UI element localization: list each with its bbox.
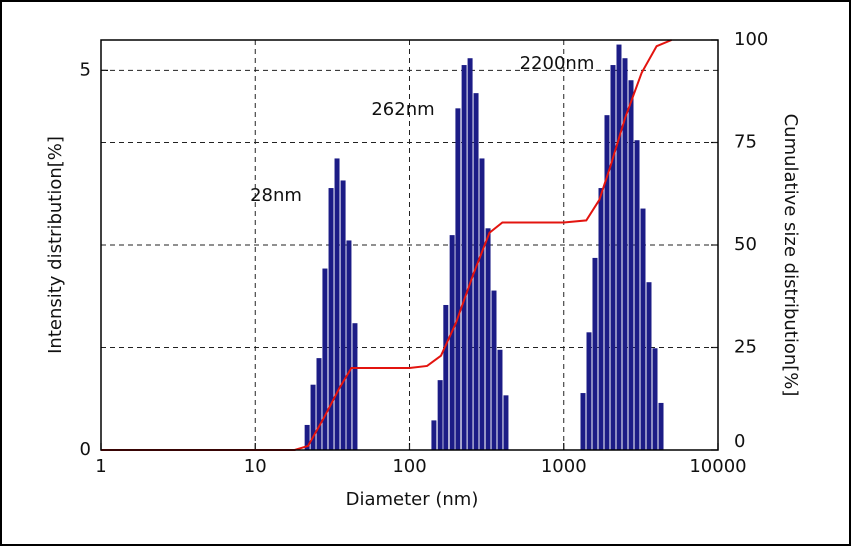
y-tick-label: 0 — [80, 439, 91, 460]
bar — [479, 158, 485, 450]
x-tick-label: 10000 — [689, 456, 746, 477]
bar — [616, 44, 622, 451]
x-tick-label: 1000 — [541, 456, 587, 477]
cumulative-line — [101, 39, 672, 451]
peak-annotation: 262nm — [371, 99, 434, 120]
bar — [491, 290, 497, 450]
bar — [473, 93, 479, 451]
bar — [610, 65, 616, 451]
bar — [467, 58, 473, 450]
bar — [437, 380, 443, 450]
bar — [310, 384, 316, 450]
bar — [598, 188, 604, 451]
x-tick-label: 1 — [95, 456, 106, 477]
bar — [586, 332, 592, 450]
bar — [622, 58, 628, 450]
bar — [497, 349, 503, 450]
bar — [340, 180, 346, 451]
y2-tick-label: 0 — [734, 431, 745, 452]
y-axis-label: Intensity distribution[%] — [45, 136, 66, 354]
bar — [443, 304, 449, 450]
bar — [346, 240, 352, 450]
bar — [485, 228, 491, 450]
bar — [322, 268, 328, 450]
plot-border — [100, 39, 719, 451]
bar — [334, 158, 340, 450]
bar — [658, 402, 664, 450]
bar — [352, 323, 358, 450]
bar — [592, 257, 598, 450]
y-tick-label: 5 — [80, 59, 91, 80]
peak-annotation: 28nm — [250, 185, 302, 206]
y2-tick-label: 25 — [734, 337, 757, 358]
bar — [604, 115, 610, 451]
bar — [628, 80, 634, 451]
bar — [304, 424, 310, 450]
y2-axis-label: Cumulative size distribution[%] — [780, 114, 801, 397]
bar — [634, 140, 640, 450]
bar — [431, 420, 437, 450]
bar — [449, 235, 455, 450]
bar — [646, 282, 652, 450]
bar — [328, 188, 334, 451]
y2-tick-label: 100 — [734, 29, 768, 50]
x-tick-label: 100 — [392, 456, 426, 477]
y2-tick-label: 50 — [734, 234, 757, 255]
bar — [580, 393, 586, 450]
bar — [503, 395, 509, 450]
y2-tick-label: 75 — [734, 132, 757, 153]
bar — [652, 348, 658, 450]
bar — [455, 108, 461, 450]
peak-annotation: 2200nm — [520, 53, 595, 74]
bar — [316, 358, 322, 450]
bar — [461, 65, 467, 451]
bar — [640, 208, 646, 450]
x-tick-label: 10 — [244, 456, 267, 477]
x-axis-label: Diameter (nm) — [346, 489, 479, 510]
